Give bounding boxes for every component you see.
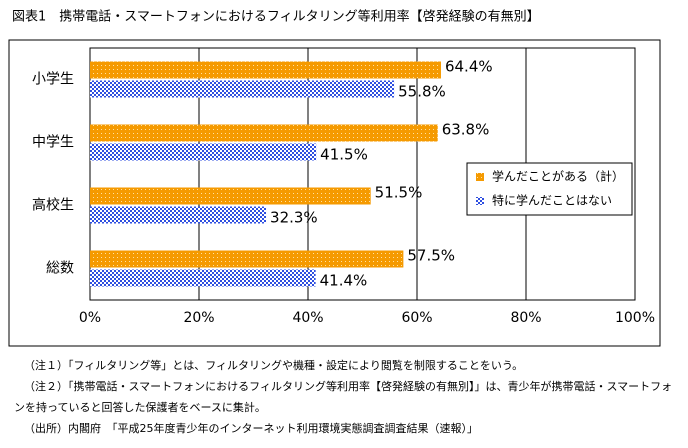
value-label: 55.8% xyxy=(398,83,446,101)
legend-label: 特に学んだことはない xyxy=(492,193,612,208)
note: （注１）「フィルタリング等」とは、フィルタリングや機種・設定により閲覧を制限する… xyxy=(24,359,524,372)
chart: 図表1 携帯電話・スマートフォンにおけるフィルタリング等利用率【啓発経験の有無別… xyxy=(8,9,661,347)
note: （注２）「携帯電話・スマートフォンにおけるフィルタリング等利用率【啓発経験の有無… xyxy=(14,380,673,414)
value-label: 64.4% xyxy=(445,58,493,76)
y-tick-label: 小学生 xyxy=(32,72,74,88)
chart-title: 図表1 携帯電話・スマートフォンにおけるフィルタリング等利用率【啓発経験の有無別… xyxy=(12,9,540,25)
value-label: 51.5% xyxy=(375,184,423,202)
legend-box xyxy=(466,162,633,216)
legend-swatch xyxy=(476,197,484,205)
x-tick-label: 0% xyxy=(79,310,101,326)
legend-label: 学んだことがある（計） xyxy=(492,169,624,184)
value-label: 32.3% xyxy=(270,209,318,227)
legend-swatch xyxy=(476,173,484,181)
value-label: 41.5% xyxy=(320,146,368,164)
bar xyxy=(90,187,371,205)
y-tick-label: 中学生 xyxy=(32,135,74,151)
notes: （注１）「フィルタリング等」とは、フィルタリングや機種・設定により閲覧を制限する… xyxy=(14,355,674,439)
value-label: 41.4% xyxy=(320,272,368,290)
y-tick-label: 総数 xyxy=(46,261,74,277)
x-tick-label: 60% xyxy=(401,310,432,326)
x-tick-label: 20% xyxy=(183,310,214,326)
value-label: 63.8% xyxy=(442,121,490,139)
x-tick-label: 80% xyxy=(510,310,541,326)
y-tick-label: 高校生 xyxy=(32,197,74,214)
bar xyxy=(90,124,438,142)
bar xyxy=(90,61,441,79)
value-label: 57.5% xyxy=(407,247,455,265)
bar xyxy=(90,269,316,287)
bar xyxy=(90,80,395,98)
x-tick-label: 40% xyxy=(292,310,323,326)
x-tick-label: 100% xyxy=(615,310,655,326)
bar xyxy=(90,206,267,224)
note: （出所）内閣府 「平成25年度青少年のインターネット利用環境実態調査調査結果（速… xyxy=(24,422,478,435)
bar xyxy=(90,143,317,161)
chart-frame xyxy=(8,39,661,347)
bar xyxy=(90,250,404,268)
